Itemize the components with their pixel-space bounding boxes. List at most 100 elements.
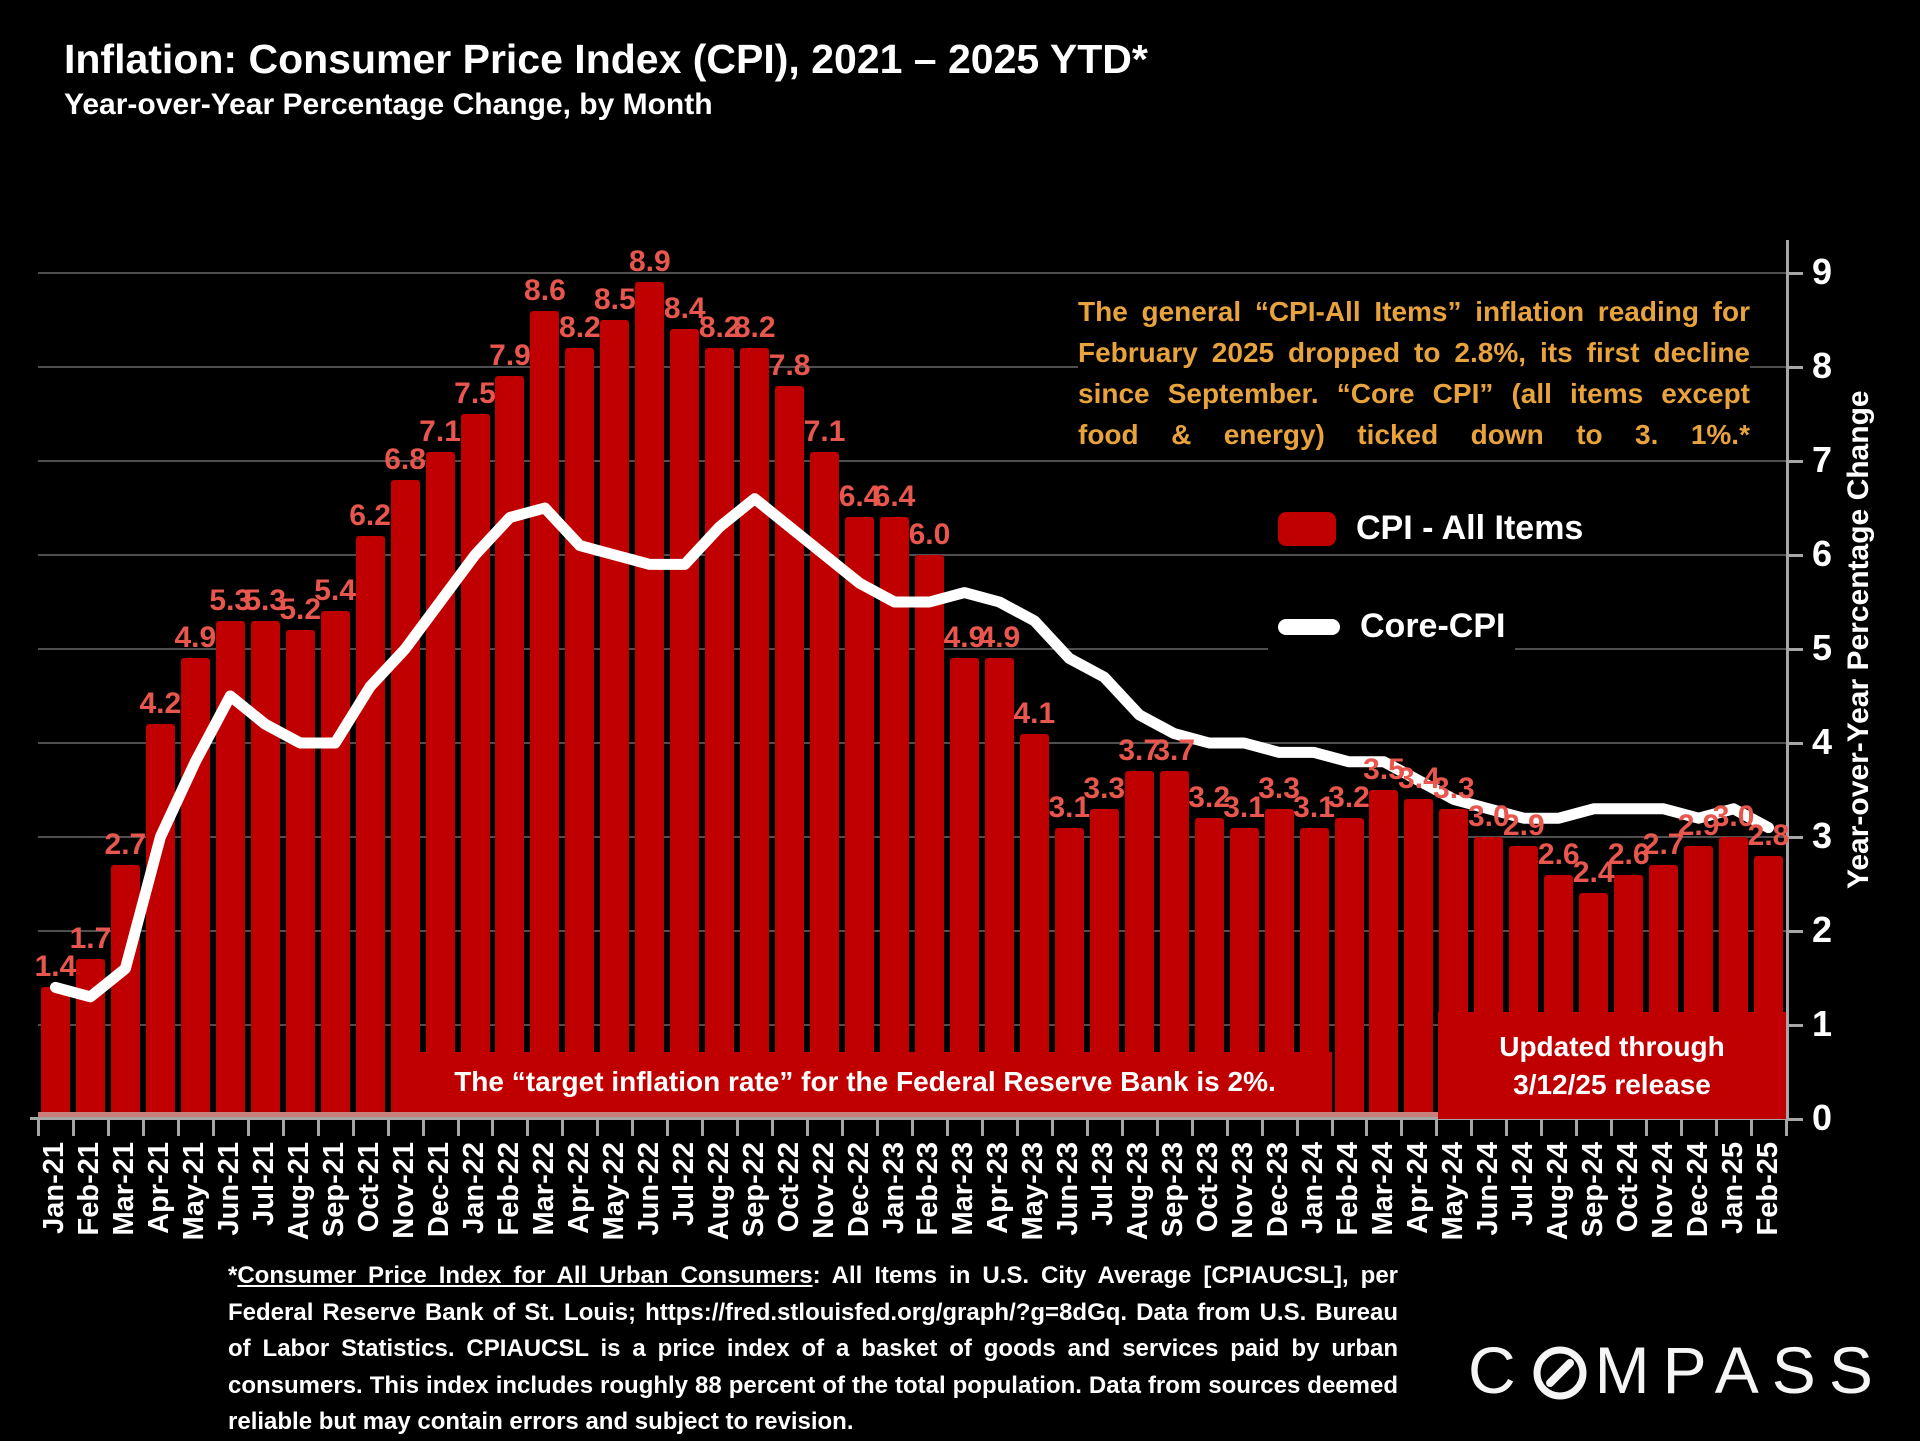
bar-May-22 (600, 320, 630, 1119)
annotation-callout: The general “CPI-All Items” inflation re… (1078, 291, 1750, 455)
compass-o-icon (1533, 1346, 1587, 1400)
bar-Apr-21 (145, 724, 175, 1119)
x-label-Feb-21: Feb-21 (73, 1142, 106, 1236)
bar-Apr-24 (1404, 799, 1434, 1119)
x-label-Mar-23: Mar-23 (947, 1142, 980, 1236)
x-label-Jun-24: Jun-24 (1471, 1142, 1504, 1236)
x-label-Jan-23: Jan-23 (877, 1142, 910, 1234)
updated-note-line2: 3/12/25 release (1513, 1068, 1711, 1100)
bar-Feb-22 (495, 376, 525, 1119)
x-tick-6 (246, 1119, 250, 1136)
y-tick-label-4: 4 (1812, 721, 1833, 762)
x-label-Nov-24: Nov-24 (1646, 1142, 1679, 1239)
bar-value-label-Sep-22: 8.2 (733, 311, 776, 345)
x-tick-35 (1260, 1119, 1264, 1136)
x-tick-22 (806, 1119, 810, 1136)
x-label-Dec-22: Dec-22 (842, 1142, 875, 1238)
bar-value-label-Apr-23: 4.9 (978, 621, 1021, 655)
x-label-Nov-22: Nov-22 (807, 1142, 840, 1239)
y-tick-1 (1786, 1024, 1803, 1027)
x-tick-45 (1610, 1119, 1614, 1136)
x-tick-10 (386, 1119, 390, 1136)
bar-value-label-Jun-21: 5.3 (209, 583, 252, 617)
bar-Nov-21 (390, 479, 420, 1119)
bar-value-label-Mar-22: 8.6 (524, 273, 566, 307)
bar-value-label-Dec-22: 6.4 (838, 480, 881, 514)
x-tick-47 (1680, 1119, 1684, 1136)
x-tick-16 (596, 1119, 600, 1136)
x-label-Apr-24: Apr-24 (1401, 1142, 1434, 1234)
bar-value-label-Feb-23: 6.0 (908, 518, 951, 551)
x-axis-line (30, 1117, 1786, 1120)
y-tick-9 (1786, 272, 1803, 275)
bar-value-label-Apr-24: 3.4 (1398, 762, 1440, 796)
bar-value-label-Jun-24: 3.0 (1467, 800, 1510, 833)
y-tick-label-9: 9 (1812, 251, 1833, 292)
x-tick-14 (526, 1119, 530, 1136)
x-label-Dec-23: Dec-23 (1262, 1142, 1295, 1238)
x-tick-41 (1470, 1119, 1474, 1136)
x-tick-7 (281, 1119, 285, 1136)
bar-Jun-21 (215, 620, 245, 1119)
bar-value-label-May-21: 4.9 (174, 621, 217, 655)
gridline-1 (38, 1024, 1786, 1026)
y-tick-4 (1786, 742, 1803, 745)
gridline-8 (38, 366, 1786, 368)
bar-Dec-21 (425, 451, 455, 1119)
x-label-Sep-22: Sep-22 (737, 1142, 770, 1238)
x-tick-34 (1225, 1119, 1229, 1136)
x-label-Mar-22: Mar-22 (527, 1142, 560, 1236)
bar-Sep-21 (320, 611, 350, 1119)
bar-value-label-Aug-23: 3.7 (1118, 734, 1161, 768)
y-tick-5 (1786, 648, 1803, 651)
x-label-Jan-21: Jan-21 (38, 1142, 71, 1234)
legend-item-cpi-all-items: CPI - All Items (1268, 503, 1594, 554)
bar-value-label-Nov-22: 7.1 (803, 414, 846, 448)
x-tick-39 (1400, 1119, 1404, 1136)
y-tick-label-8: 8 (1812, 345, 1833, 386)
x-label-Jan-22: Jan-22 (458, 1142, 490, 1234)
page-title: Inflation: Consumer Price Index (CPI), 2… (64, 36, 1148, 82)
x-tick-31 (1120, 1119, 1124, 1136)
x-tick-21 (771, 1119, 775, 1136)
x-tick-24 (876, 1119, 880, 1136)
x-tick-18 (666, 1119, 670, 1136)
gridline-6 (38, 554, 1786, 556)
x-label-Jul-22: Jul-22 (667, 1142, 700, 1226)
x-label-Apr-22: Apr-22 (562, 1142, 595, 1234)
x-label-Apr-23: Apr-23 (982, 1142, 1015, 1234)
legend-bar-label: CPI - All Items (1356, 509, 1584, 547)
bar-Sep-22 (740, 348, 770, 1119)
updated-note: Updated through 3/12/25 release (1438, 1012, 1786, 1119)
x-tick-43 (1540, 1119, 1544, 1136)
x-tick-4 (176, 1119, 180, 1136)
x-label-Sep-24: Sep-24 (1576, 1142, 1609, 1238)
bar-value-label-Jun-22: 8.9 (628, 245, 671, 279)
x-tick-44 (1575, 1119, 1579, 1136)
compass-logo: C MPASS (1468, 1332, 1886, 1408)
x-tick-38 (1365, 1119, 1369, 1136)
x-tick-19 (701, 1119, 705, 1136)
bar-value-label-Aug-22: 8.2 (698, 311, 741, 345)
bar-value-label-Dec-24: 2.9 (1677, 809, 1720, 843)
y-tick-2 (1786, 930, 1803, 933)
baseline-accent (38, 1112, 1786, 1117)
y-tick-label-1: 1 (1812, 1003, 1833, 1044)
x-tick-12 (456, 1119, 460, 1136)
y-axis-line (1786, 240, 1789, 1121)
x-tick-37 (1330, 1119, 1334, 1136)
bar-May-21 (180, 658, 210, 1119)
x-label-Sep-21: Sep-21 (318, 1142, 351, 1238)
y-tick-label-0: 0 (1812, 1097, 1833, 1138)
x-label-Mar-21: Mar-21 (108, 1142, 141, 1236)
footnote-body-text: : All Items in U.S. City Average [CPIAUC… (228, 1262, 1399, 1435)
bar-Jul-21 (250, 620, 280, 1119)
bar-Mar-24 (1369, 790, 1399, 1119)
target-inflation-note: The “target inflation rate” for the Fede… (398, 1052, 1332, 1112)
x-label-Mar-24: Mar-24 (1366, 1142, 1399, 1236)
x-tick-50 (1785, 1119, 1788, 1136)
x-label-May-21: May-21 (178, 1142, 211, 1241)
bar-value-label-Mar-24: 3.5 (1363, 753, 1405, 786)
bar-value-label-Oct-21: 6.2 (349, 499, 391, 533)
